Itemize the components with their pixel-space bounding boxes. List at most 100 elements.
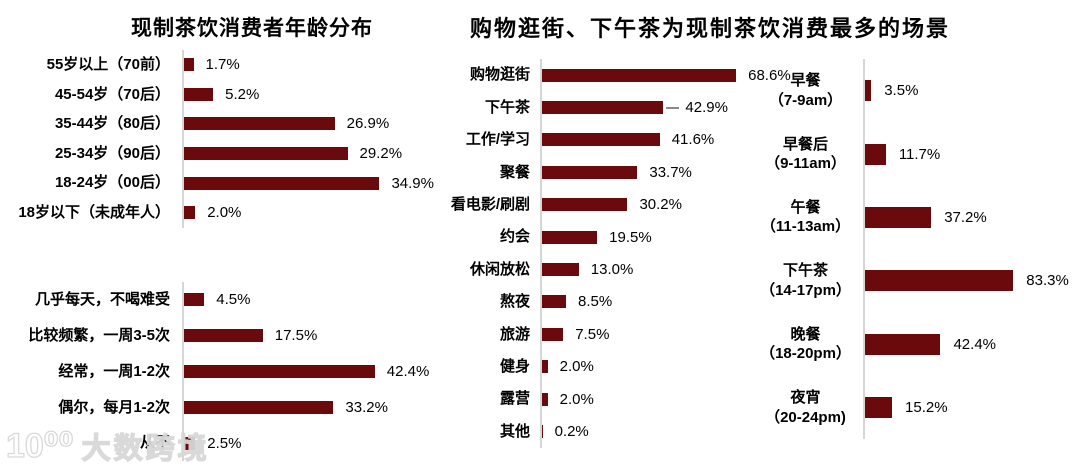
category-label: 健身 (499, 357, 530, 375)
axis-and-bar-area: 3.5% (863, 59, 1078, 123)
bar (542, 360, 548, 374)
bar (865, 143, 886, 165)
value-label: 30.2% (639, 196, 682, 214)
bar (542, 165, 638, 179)
chart-row: 约会 19.5% (446, 220, 780, 254)
chart-row: 18岁以下（未成年人） 2.0% (0, 197, 444, 228)
chart-row: 几乎每天，不喝难受 4.5% (0, 282, 444, 318)
bar (865, 80, 872, 102)
value-label: 37.2% (944, 208, 987, 226)
chart-row: 下午茶 42.9% (446, 91, 780, 124)
chart-row: 露营 2.0% (446, 382, 780, 416)
category-label: 休闲放松 (469, 260, 530, 278)
bar (865, 397, 893, 419)
category-label: 露营 (499, 390, 530, 408)
category-label: 从不 (139, 434, 170, 452)
value-label: 4.5% (216, 291, 251, 309)
chart-row: 55岁以上（70前） 1.7% (0, 50, 444, 80)
bar (184, 147, 348, 161)
value-label: 34.9% (391, 174, 434, 192)
value-label: 2.0% (559, 358, 594, 376)
value-label: 68.6% (748, 66, 791, 84)
value-label: 42.9% (685, 99, 728, 117)
category-label: 25-34岁（90后） (54, 144, 170, 162)
category-label: 45-54岁（70后） (54, 85, 170, 103)
axis-and-bar-area: 17.5% (182, 317, 444, 354)
chart-row: 晚餐 （18-20pm） 42.4% (760, 312, 1078, 376)
category-label: 18岁以下（未成年人） (18, 204, 170, 222)
bar (184, 400, 334, 414)
category-label: 55岁以上（70前） (46, 56, 170, 74)
axis-and-bar-area: 13.0% (540, 253, 780, 286)
axis-and-bar-area: 37.2% (863, 185, 1078, 250)
category-label: 旅游 (499, 325, 530, 343)
chart-row: 18-24岁（00后） 34.9% (0, 168, 444, 198)
value-label: 13.0% (590, 261, 634, 279)
bar (184, 329, 263, 343)
chart-row: 经常，一周1-2次 42.4% (0, 353, 444, 390)
chart-row: 看电影/刷剧 30.2% (446, 188, 780, 221)
chart-row: 偶尔，每月1-2次 33.2% (0, 389, 444, 426)
value-label: 3.5% (884, 82, 919, 100)
value-label: 29.2% (359, 145, 403, 163)
axis-and-bar-area: 2.0% (540, 350, 780, 383)
bar (542, 133, 660, 147)
axis-and-bar-area: 30.2% (540, 188, 780, 221)
bar (184, 436, 196, 450)
category-label: 18-24岁（00后） (54, 174, 170, 192)
axis-and-bar-area: 11.7% (863, 122, 1078, 186)
bar (184, 117, 335, 131)
chart-row: 健身 2.0% (446, 350, 780, 383)
bar (542, 424, 543, 438)
bar (184, 364, 375, 378)
value-label: 33.7% (649, 163, 692, 181)
axis-and-bar-area: 19.5% (540, 220, 780, 254)
axis-and-bar-area: 41.6% (540, 123, 780, 157)
category-label: 35-44岁（80后） (54, 115, 170, 133)
chart-row: 旅游 7.5% (446, 318, 780, 351)
axis-and-bar-area: 83.3% (863, 249, 1078, 313)
left-chart-title: 现制茶饮消费者年龄分布 (131, 17, 373, 40)
bar (542, 230, 598, 244)
axis-and-bar-area: 15.2% (863, 375, 1078, 440)
category-label: 夜宵 （20-24pm) (765, 389, 846, 426)
chart-row: 休闲放松 13.0% (446, 253, 780, 286)
axis-and-bar-area: 33.2% (182, 389, 444, 426)
bar (184, 87, 214, 101)
value-label: 0.2% (554, 422, 589, 440)
value-label: 2.0% (559, 390, 594, 408)
category-label: 偶尔，每月1-2次 (58, 398, 170, 416)
chart-row: 工作/学习 41.6% (446, 123, 780, 157)
value-label: 42.4% (953, 335, 997, 353)
bar (184, 58, 194, 72)
category-label: 聚餐 (499, 163, 530, 181)
category-label: 其他 (499, 422, 530, 440)
leader-line (666, 106, 680, 109)
axis-and-bar-area: 1.7% (182, 50, 444, 80)
chart-row: 35-44岁（80后） 26.9% (0, 109, 444, 139)
value-label: 5.2% (225, 85, 260, 103)
chart-row: 聚餐 33.7% (446, 156, 780, 189)
category-label: 约会 (499, 228, 530, 246)
chart-row: 午餐 （11-13am） 37.2% (760, 185, 1078, 250)
axis-and-bar-area: 2.0% (540, 382, 780, 416)
value-label: 2.0% (207, 204, 242, 222)
axis-and-bar-area: 4.5% (182, 282, 444, 318)
chart-row: 早餐 （7-9am） 3.5% (760, 59, 1078, 123)
bar-chart-consumption-time: 早餐 （7-9am） 3.5% 早餐后 （9-11am） 11.7% 午餐 （11-13… (760, 59, 1078, 440)
chart-row: 45-54岁（70后） 5.2% (0, 79, 444, 110)
axis-and-bar-area: 0.2% (540, 415, 780, 448)
axis-and-bar-area: 42.4% (182, 353, 444, 390)
bar (865, 206, 932, 228)
value-label: 26.9% (346, 115, 390, 133)
axis-and-bar-area: 26.9% (182, 109, 444, 139)
axis-and-bar-area: 33.7% (540, 156, 780, 189)
category-label: 几乎每天，不喝难受 (34, 291, 170, 309)
axis-and-bar-area: 34.9% (182, 168, 444, 198)
value-label: 15.2% (905, 399, 948, 417)
category-label: 晚餐 （18-20pm） (760, 325, 851, 363)
value-label: 17.5% (274, 327, 318, 345)
bar (542, 295, 567, 309)
bar (865, 270, 1014, 292)
value-label: 41.6% (671, 131, 715, 149)
